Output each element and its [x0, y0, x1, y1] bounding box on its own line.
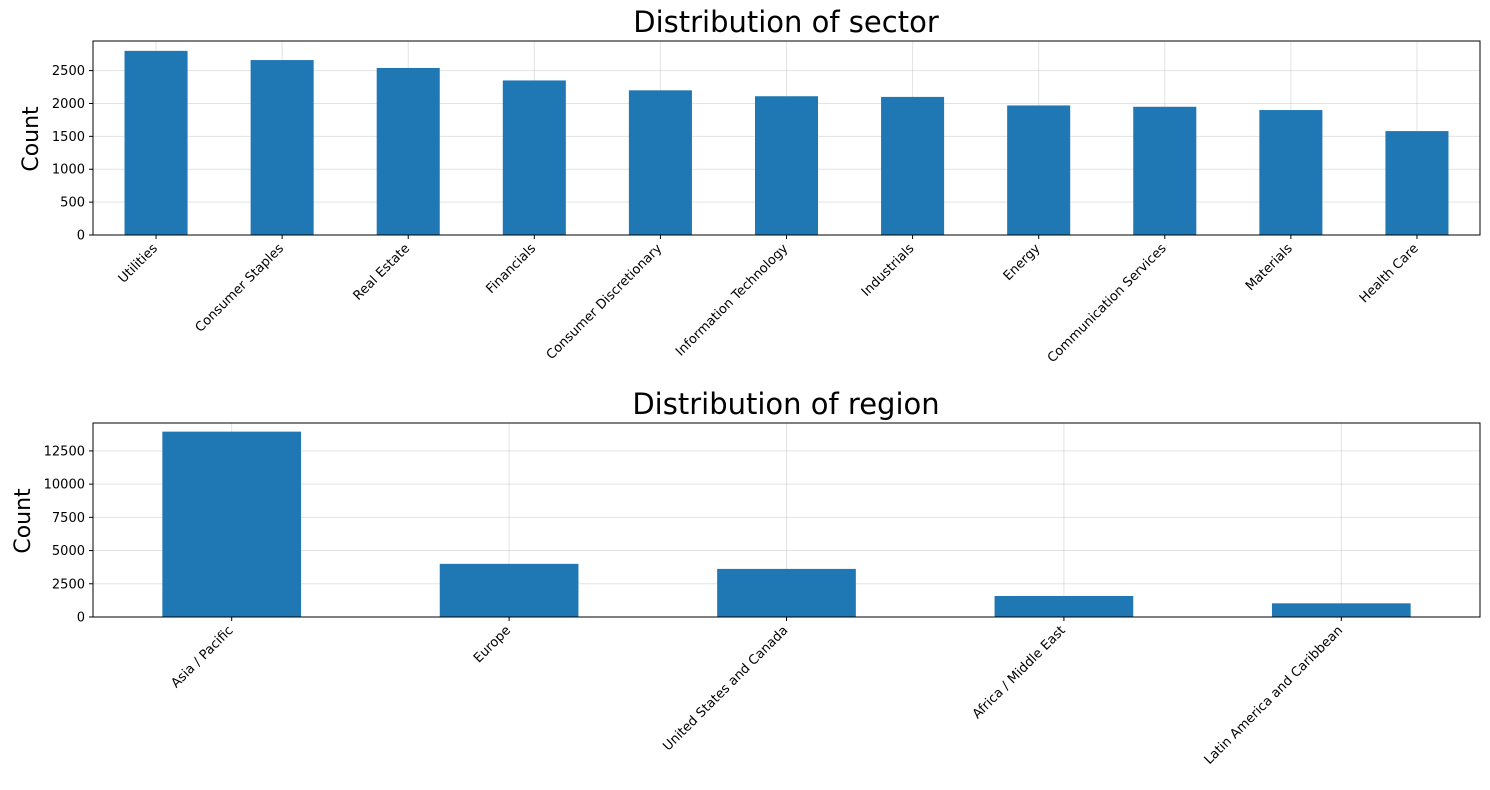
bar [881, 96, 945, 235]
bar [1385, 131, 1449, 235]
y-ticks: 0 500 1000 1500 2000 2500 [52, 64, 93, 244]
bar [1133, 106, 1197, 235]
y-tick-label: 7500 [52, 511, 85, 526]
y-tick-label: 5000 [52, 544, 85, 559]
chart-title: Distribution of sector [633, 5, 939, 39]
y-tick-label: 500 [60, 196, 85, 211]
bar [439, 563, 579, 617]
y-axis-label: Count [11, 488, 36, 554]
y-tick-label: 0 [77, 611, 85, 626]
chart-title: Distribution of region [632, 387, 939, 421]
bar [1259, 110, 1323, 235]
y-tick-label: 1000 [52, 163, 85, 178]
y-tick-label: 10000 [44, 478, 85, 493]
bar [994, 596, 1134, 617]
bar [502, 80, 566, 235]
bar [628, 90, 692, 235]
bar [250, 60, 314, 236]
bar [124, 50, 188, 235]
y-tick-label: 1500 [52, 130, 85, 145]
bar [754, 96, 819, 235]
y-tick-label: 2000 [52, 97, 85, 112]
y-ticks: 0 2500 5000 7500 10000 12500 [44, 444, 93, 626]
bar [717, 568, 856, 617]
y-axis-label: Count [19, 106, 44, 172]
y-tick-label: 12500 [44, 444, 85, 459]
bar [1007, 105, 1071, 236]
bar [162, 431, 302, 617]
y-tick-label: 2500 [52, 64, 85, 79]
y-tick-label: 2500 [52, 577, 85, 592]
bar [376, 67, 440, 236]
bar [1271, 603, 1411, 617]
y-tick-label: 0 [77, 229, 85, 244]
bars [162, 431, 1411, 617]
bars [124, 50, 1449, 236]
